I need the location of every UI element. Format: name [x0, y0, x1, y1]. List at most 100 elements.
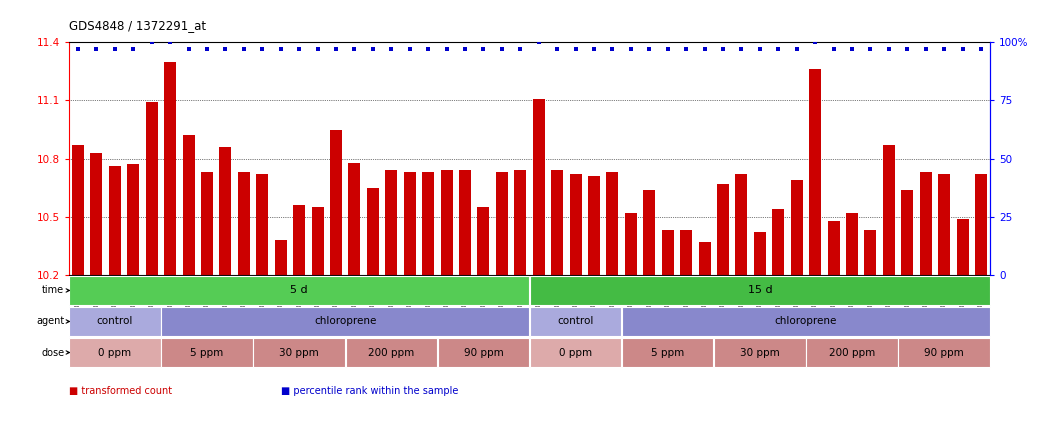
Bar [735, 174, 748, 275]
Point [604, 46, 621, 52]
Bar [901, 190, 913, 275]
Point [862, 46, 879, 52]
Bar [201, 172, 213, 275]
Text: chloroprene: chloroprene [775, 316, 837, 327]
Bar [662, 231, 674, 275]
Point [715, 46, 732, 52]
Text: ■ transformed count: ■ transformed count [69, 385, 172, 396]
Point [235, 46, 252, 52]
Bar [69, 338, 161, 367]
Point [290, 46, 308, 52]
Bar [182, 135, 195, 275]
Point [70, 46, 87, 52]
Point [844, 46, 861, 52]
Bar [330, 129, 342, 275]
Bar [938, 174, 950, 275]
Bar [809, 69, 821, 275]
Point [954, 46, 971, 52]
Point [217, 46, 234, 52]
Bar [898, 338, 990, 367]
Text: time: time [42, 286, 65, 295]
Point [254, 46, 271, 52]
Bar [956, 219, 969, 275]
Bar [345, 338, 437, 367]
Text: 30 ppm: 30 ppm [280, 348, 319, 357]
Bar [459, 170, 471, 275]
Bar [219, 147, 232, 275]
Point [549, 46, 566, 52]
Text: 0 ppm: 0 ppm [559, 348, 592, 357]
Text: 200 ppm: 200 ppm [369, 348, 414, 357]
Bar [69, 307, 161, 336]
Point [807, 39, 824, 46]
Text: 90 ppm: 90 ppm [464, 348, 503, 357]
Bar [533, 99, 544, 275]
Point [511, 46, 528, 52]
Bar [754, 232, 766, 275]
Point [788, 46, 805, 52]
Bar [146, 102, 158, 275]
Point [272, 46, 289, 52]
Point [586, 46, 603, 52]
Point [199, 46, 216, 52]
Bar [164, 62, 176, 275]
Bar [607, 172, 618, 275]
Bar [127, 165, 140, 275]
Point [733, 46, 750, 52]
Bar [717, 184, 729, 275]
Point [770, 46, 787, 52]
Bar [253, 338, 345, 367]
Bar [478, 207, 489, 275]
Text: 0 ppm: 0 ppm [98, 348, 131, 357]
Text: ■ percentile rank within the sample: ■ percentile rank within the sample [281, 385, 457, 396]
Bar [919, 172, 932, 275]
Bar [530, 276, 990, 305]
Text: 5 ppm: 5 ppm [651, 348, 684, 357]
Text: control: control [557, 316, 594, 327]
Point [825, 46, 842, 52]
Bar [530, 338, 622, 367]
Text: control: control [96, 316, 133, 327]
Bar [643, 190, 656, 275]
Point [401, 46, 418, 52]
Bar [496, 172, 508, 275]
Bar [441, 170, 452, 275]
Point [568, 46, 585, 52]
Text: 5 ppm: 5 ppm [191, 348, 223, 357]
Bar [293, 205, 305, 275]
Bar [588, 176, 600, 275]
Bar [274, 240, 287, 275]
Point [383, 46, 400, 52]
Bar [625, 213, 636, 275]
Bar [530, 307, 622, 336]
Bar [366, 188, 379, 275]
Point [346, 46, 363, 52]
Point [659, 46, 677, 52]
Bar [551, 170, 563, 275]
Point [88, 46, 105, 52]
Bar [403, 172, 416, 275]
Bar [348, 162, 360, 275]
Bar [311, 207, 324, 275]
Point [327, 46, 344, 52]
Point [364, 46, 381, 52]
Point [752, 46, 769, 52]
Bar [515, 170, 526, 275]
Point [880, 46, 897, 52]
Point [106, 46, 124, 52]
Point [899, 46, 916, 52]
Bar [883, 145, 895, 275]
Point [917, 46, 934, 52]
Text: chloroprene: chloroprene [315, 316, 376, 327]
Point [456, 46, 473, 52]
Bar [161, 307, 530, 336]
Bar [385, 170, 397, 275]
Text: 15 d: 15 d [748, 286, 772, 295]
Bar [72, 145, 84, 275]
Point [180, 46, 197, 52]
Text: 200 ppm: 200 ppm [829, 348, 875, 357]
Bar [827, 221, 840, 275]
Text: 90 ppm: 90 ppm [925, 348, 964, 357]
Point [309, 46, 326, 52]
Bar [423, 172, 434, 275]
